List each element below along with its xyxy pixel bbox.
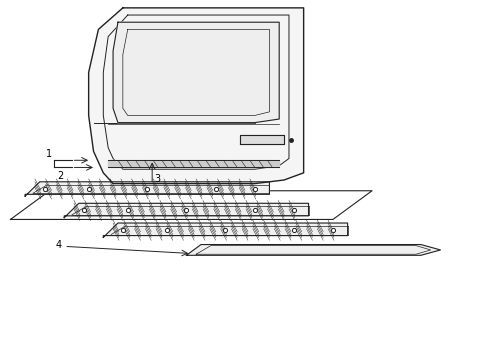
Polygon shape bbox=[113, 22, 279, 123]
Text: 3: 3 bbox=[154, 174, 160, 184]
Polygon shape bbox=[103, 223, 347, 237]
Polygon shape bbox=[240, 135, 284, 144]
Text: 1: 1 bbox=[46, 149, 52, 159]
Text: 2: 2 bbox=[57, 171, 63, 181]
Polygon shape bbox=[89, 8, 304, 184]
Polygon shape bbox=[64, 203, 309, 218]
Polygon shape bbox=[186, 244, 441, 255]
Polygon shape bbox=[25, 182, 270, 196]
Polygon shape bbox=[108, 160, 279, 167]
Text: 4: 4 bbox=[56, 240, 62, 250]
